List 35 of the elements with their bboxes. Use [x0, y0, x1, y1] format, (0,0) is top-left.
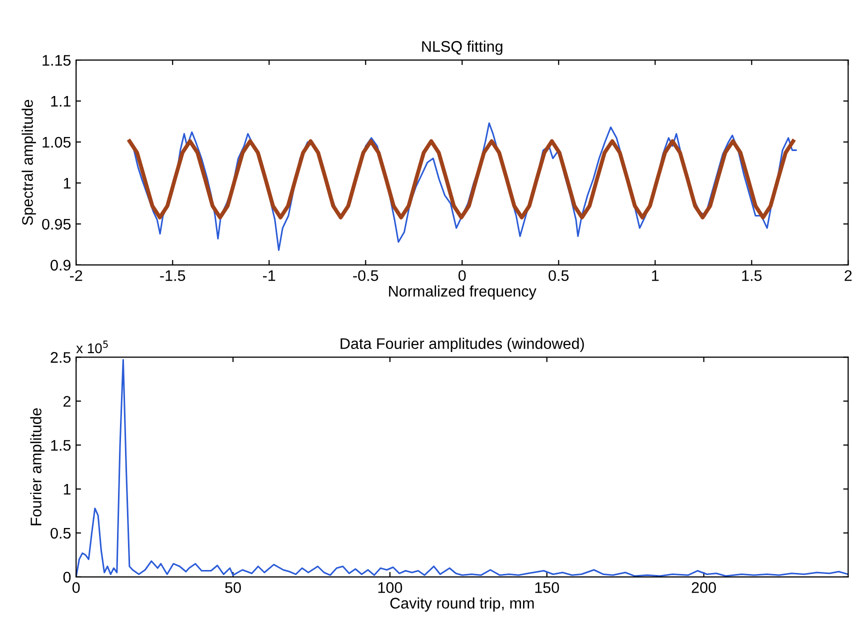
- line-series: [128, 139, 796, 220]
- chart-title: Data Fourier amplitudes (windowed): [340, 338, 584, 352]
- x-tick-label: 0.5: [548, 270, 569, 282]
- x-tick-label: 2: [844, 270, 852, 281]
- y-tick-label: 0.95: [42, 218, 71, 230]
- x-tick-label: -1: [263, 270, 276, 281]
- x-tick-label: 1.5: [742, 270, 762, 282]
- y-tick-label: 0.5: [50, 528, 71, 539]
- y-tick-label: 2.5: [50, 352, 71, 363]
- y-tick-label: 1.15: [42, 55, 71, 66]
- x-tick-label: -2: [70, 270, 82, 281]
- y-tick-label: 1.5: [51, 440, 71, 451]
- x-tick-label: -0.5: [353, 270, 378, 282]
- x-tick-label: 1: [652, 270, 659, 281]
- x-tick-label: 0: [458, 270, 466, 282]
- x-axis-title: Cavity round trip, mm: [390, 597, 534, 612]
- x-tick-label: 150: [535, 582, 560, 593]
- y-tick-label: 1: [64, 178, 70, 189]
- x-tick-label: 200: [692, 582, 716, 593]
- text: x 10$^{5}$: [76, 340, 108, 354]
- y-tick-label: 1.1: [51, 96, 70, 107]
- y-axis-title: Fourier amplitude: [30, 408, 44, 526]
- x-tick-label: 100: [378, 582, 402, 593]
- y-tick-label: 0.9: [50, 260, 71, 271]
- x-tick-label: 0: [72, 582, 80, 593]
- x-tick-label: -1.5: [160, 270, 186, 282]
- line-series: [76, 359, 848, 577]
- x-axis-title: Normalized frequency: [389, 285, 536, 300]
- y-tick-label: 2: [64, 396, 70, 407]
- y-tick-label: 1.05: [42, 136, 71, 148]
- y-tick-label: 1: [64, 484, 70, 495]
- chart-title: NLSQ fitting: [422, 40, 502, 55]
- x-tick-label: 50: [225, 582, 241, 593]
- y-axis-title: Spectral amplitude: [22, 100, 36, 226]
- y-tick-label: 0: [63, 572, 71, 583]
